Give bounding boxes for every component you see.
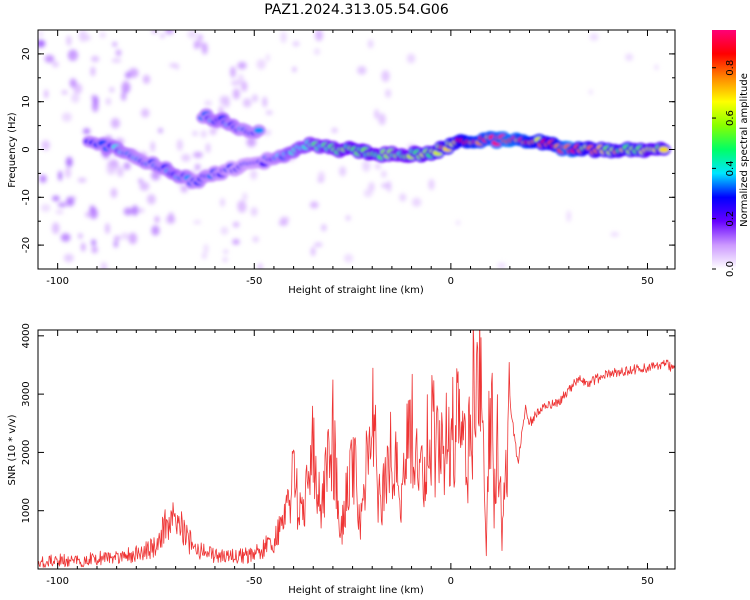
spectrogram-ridge bbox=[82, 131, 671, 190]
snr-y-tick-label: 2000 bbox=[21, 440, 32, 465]
spectrogram-x-tick-label: -50 bbox=[246, 276, 262, 287]
ridge-core bbox=[658, 146, 669, 153]
spectrogram-heatmap bbox=[38, 30, 671, 269]
colorbar-tick-label: 0.2 bbox=[725, 211, 736, 227]
snr-plot-area bbox=[38, 330, 675, 569]
spectrogram-y-tick-label: -20 bbox=[21, 237, 32, 253]
spectrogram-y-tick-label: 20 bbox=[21, 48, 32, 61]
snr-y-axis-label: SNR (10 * v/v) bbox=[7, 414, 18, 485]
spectrogram-y-tick-label: -10 bbox=[21, 189, 32, 205]
colorbar-tick-label: 0.0 bbox=[725, 261, 736, 277]
snr-frame bbox=[37, 329, 676, 570]
spectrogram-axes: -100 -50 0 50 20 10 0 -10 -20 bbox=[21, 29, 675, 287]
snr-y-tick-label: 4000 bbox=[21, 323, 32, 348]
snr-y-tick-label: 3000 bbox=[21, 381, 32, 406]
colorbar-tick-label: 0.8 bbox=[725, 60, 736, 76]
snr-line-layer bbox=[38, 330, 675, 568]
spectrogram-panel: -100 -50 0 50 20 10 0 -10 -20 Height of straight… bbox=[7, 29, 676, 296]
snr-x-tick-label: -50 bbox=[246, 576, 262, 587]
spectrogram-y-axis-label: Frequency (Hz) bbox=[7, 112, 18, 188]
colorbar-gradient bbox=[712, 30, 736, 269]
colorbar-tick-label: 0.4 bbox=[725, 160, 736, 176]
spectrogram-x-axis-label: Height of straight line (km) bbox=[288, 285, 424, 296]
colorbar-ticks: 0.0 0.2 0.4 0.6 0.8 bbox=[712, 60, 736, 277]
spectrogram-y-tick-label: 10 bbox=[21, 95, 32, 108]
ridge-core bbox=[253, 127, 264, 134]
colorbar-tick-label: 0.6 bbox=[725, 110, 736, 126]
colorbar-label: Normalized spectral amplitude bbox=[739, 73, 750, 227]
spectrogram-x-tick-label: -100 bbox=[46, 276, 69, 287]
snr-y-tick-label: 1000 bbox=[21, 498, 32, 523]
spectrogram-secondary-ridge bbox=[196, 108, 266, 140]
snr-line bbox=[38, 330, 675, 568]
snr-x-axis-label: Height of straight line (km) bbox=[288, 585, 424, 596]
colorbar: 0.0 0.2 0.4 0.6 0.8 Normalized spectral ampl… bbox=[712, 30, 750, 277]
snr-axes: -100 -50 0 50 1000 2000 3000 4000 bbox=[21, 323, 675, 587]
snr-x-tick-label: 50 bbox=[641, 576, 654, 587]
spectrogram-y-tick-label: 0 bbox=[21, 146, 32, 152]
spectrogram-x-tick-label: 0 bbox=[448, 276, 454, 287]
snr-panel: -100 -50 0 50 1000 2000 3000 4000 Height of str… bbox=[7, 323, 676, 596]
spectrogram-x-tick-label: 50 bbox=[641, 276, 654, 287]
snr-x-tick-label: -100 bbox=[46, 576, 69, 587]
figure-title: PAZ1.2024.313.05.54.G06 bbox=[264, 2, 449, 18]
snr-x-tick-label: 0 bbox=[448, 576, 454, 587]
